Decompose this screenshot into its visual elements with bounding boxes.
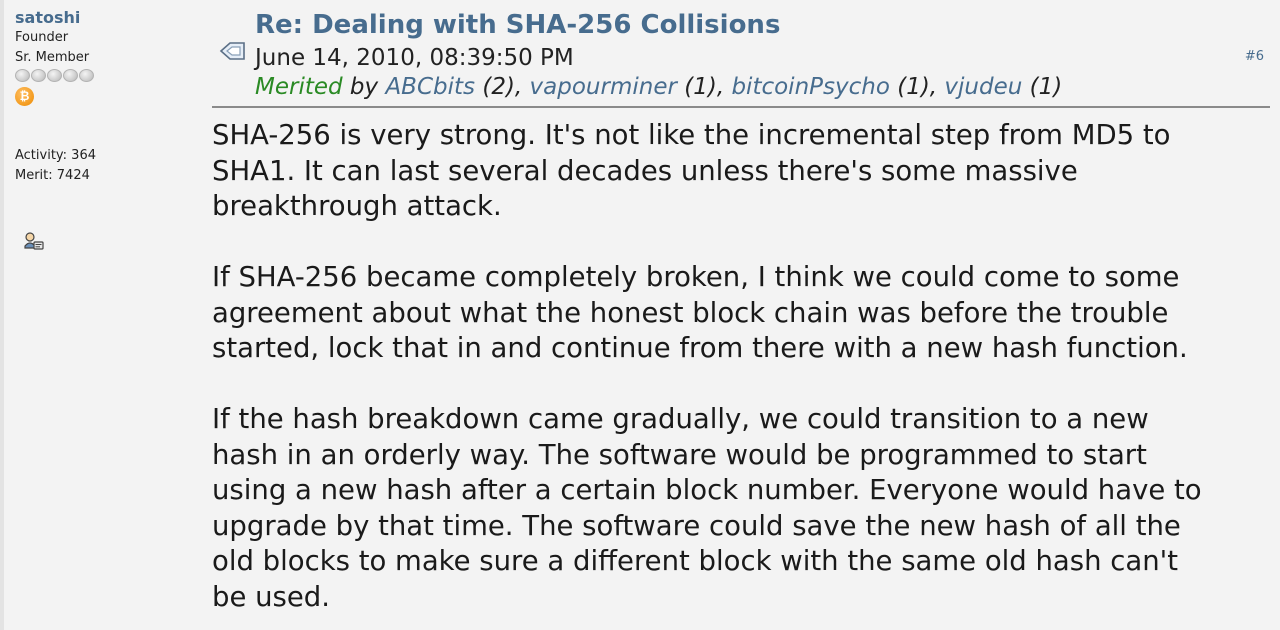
post-date: June 14, 2010, 08:39:50 PM (255, 45, 574, 71)
rank-star-icon (79, 69, 94, 82)
post-title-link[interactable]: Re: Dealing with SHA-256 Collisions (255, 10, 781, 40)
poster-position: Founder (15, 30, 69, 45)
merit-line: Merited by ABCbits (2), vapourminer (1),… (255, 74, 1063, 100)
poster-stats: Activity: 364 Merit: 7424 (15, 146, 195, 186)
rank-star-icon (15, 69, 30, 82)
merit-user-link[interactable]: vjudeu (944, 74, 1023, 100)
poster-username[interactable]: satoshi (15, 8, 81, 27)
post-body: SHA-256 is very strong. It's not like th… (212, 118, 1272, 630)
poster-rank: Sr. Member (15, 50, 90, 65)
poster-info: satoshi Founder Sr. Member ₿ Activity: 3… (15, 8, 195, 253)
merited-label: Merited (255, 74, 343, 100)
bitcoin-coin-icon: ₿ (15, 87, 34, 106)
post-message-icon (218, 40, 248, 62)
post-number-link[interactable]: #6 (1244, 49, 1264, 64)
poster-activity: Activity: 364 (15, 148, 96, 163)
merit-count: (1) (676, 74, 717, 100)
rank-stars (15, 69, 195, 83)
rank-star-icon (63, 69, 78, 82)
merited-by-text: by (342, 74, 386, 100)
merit-user-link[interactable]: vapourminer (529, 74, 677, 100)
merit-count: (1) (1022, 74, 1063, 100)
post-paragraph: If SHA-256 became completely broken, I t… (212, 261, 1188, 364)
rank-star-icon (47, 69, 62, 82)
post-header: Re: Dealing with SHA-256 Collisions June… (212, 6, 1270, 108)
merit-user-link[interactable]: ABCbits (385, 74, 476, 100)
profile-icon[interactable] (23, 231, 45, 253)
merit-count: (1) (889, 74, 930, 100)
post-paragraph: SHA-256 is very strong. It's not like th… (212, 119, 1171, 222)
left-edge-border (0, 0, 4, 630)
rank-star-icon (31, 69, 46, 82)
post-paragraph: If the hash breakdown came gradually, we… (212, 403, 1202, 613)
poster-merit: Merit: 7424 (15, 168, 90, 183)
merit-user-link[interactable]: bitcoinPsycho (731, 74, 890, 100)
merit-count: (2) (475, 74, 515, 100)
